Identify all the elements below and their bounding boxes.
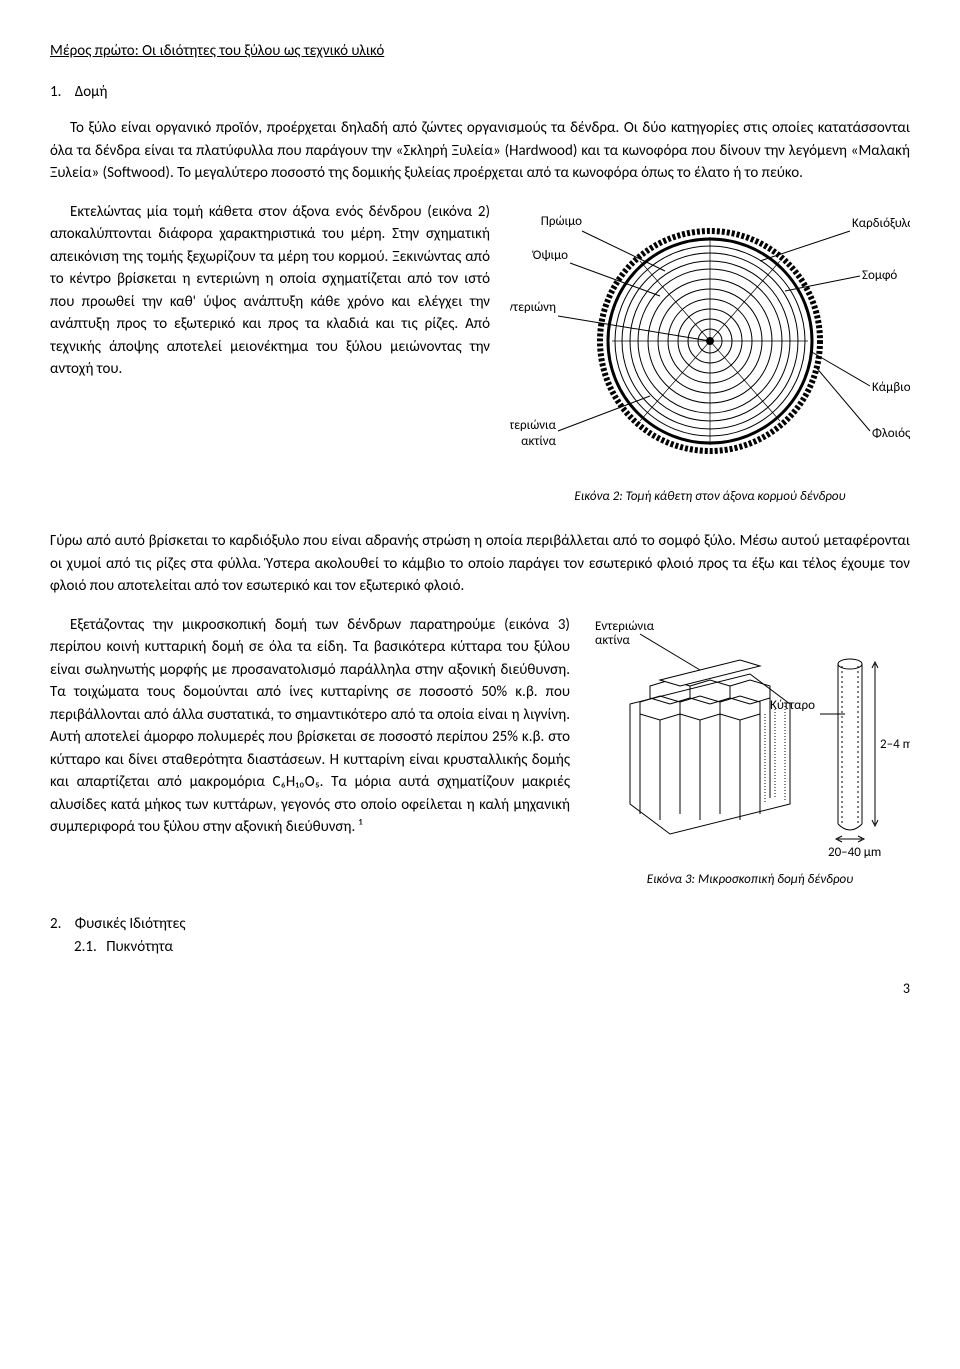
figure-3: 2–4 mm 20–40 μm Εντεριώνια ακτίνα Κύτταρ… xyxy=(590,614,910,890)
fig2-label-ent-aktina-2: ακτίνα xyxy=(521,434,557,449)
fig2-label-floios: Φλοιός xyxy=(872,426,910,441)
paragraph-1: Το ξύλο είναι οργανικό προϊόν, προέρχετα… xyxy=(50,117,910,185)
fig2-label-proimo: Πρώιμο xyxy=(541,214,582,229)
section-1-num: 1. xyxy=(50,83,61,101)
section-1-label: Δομή xyxy=(75,83,108,101)
page-title: Μέρος πρώτο: Οι ιδιότητες του ξύλου ως τ… xyxy=(50,40,910,63)
fig3-label-kyttaro: Κύτταρο xyxy=(770,698,815,713)
page-number: 3 xyxy=(50,978,910,999)
paragraph-2b: Γύρω από αυτό βρίσκεται το καρδιόξυλο πο… xyxy=(50,530,910,598)
section-1-heading: 1. Δομή xyxy=(50,81,910,104)
section-2-heading: 2. Φυσικές Ιδιότητες xyxy=(50,913,910,936)
figure-3-caption: Εικόνα 3: Μικροσκοπική δομή δένδρου xyxy=(590,870,910,890)
fig3-label-ray-2: ακτίνα xyxy=(595,633,631,648)
fig2-label-ent-aktina-1: Εντεριώνια xyxy=(510,418,557,433)
fig3-label-ray-1: Εντεριώνια xyxy=(595,619,655,634)
fig3-dim-w: 20–40 μm xyxy=(828,845,881,860)
section-2-num: 2. xyxy=(50,915,61,933)
section-2-1-heading: 2.1. Πυκνότητα xyxy=(74,936,910,959)
fig2-label-somfo: Σομφό xyxy=(862,268,897,283)
section-2-label: Φυσικές Ιδιότητες xyxy=(75,915,186,933)
fig2-label-kardioxylo: Καρδιόξυλο xyxy=(852,216,910,231)
section-2-1-label: Πυκνότητα xyxy=(106,938,173,956)
fig2-label-kamvio: Κάμβιο xyxy=(872,380,910,395)
fig2-label-opsimo: Όψιμο xyxy=(532,248,568,263)
fig2-label-enterioni: Εντεριώνη xyxy=(510,300,556,315)
fig3-dim-h: 2–4 mm xyxy=(880,737,910,752)
section-2-1-num: 2.1. xyxy=(74,938,97,956)
figure-2-caption: Εικόνα 2: Τομή κάθετη στον άξονα κορμού … xyxy=(510,487,910,507)
figure-2: Πρώιμο Όψιμο Εντεριώνη Εντεριώνια ακτίνα… xyxy=(510,201,910,507)
